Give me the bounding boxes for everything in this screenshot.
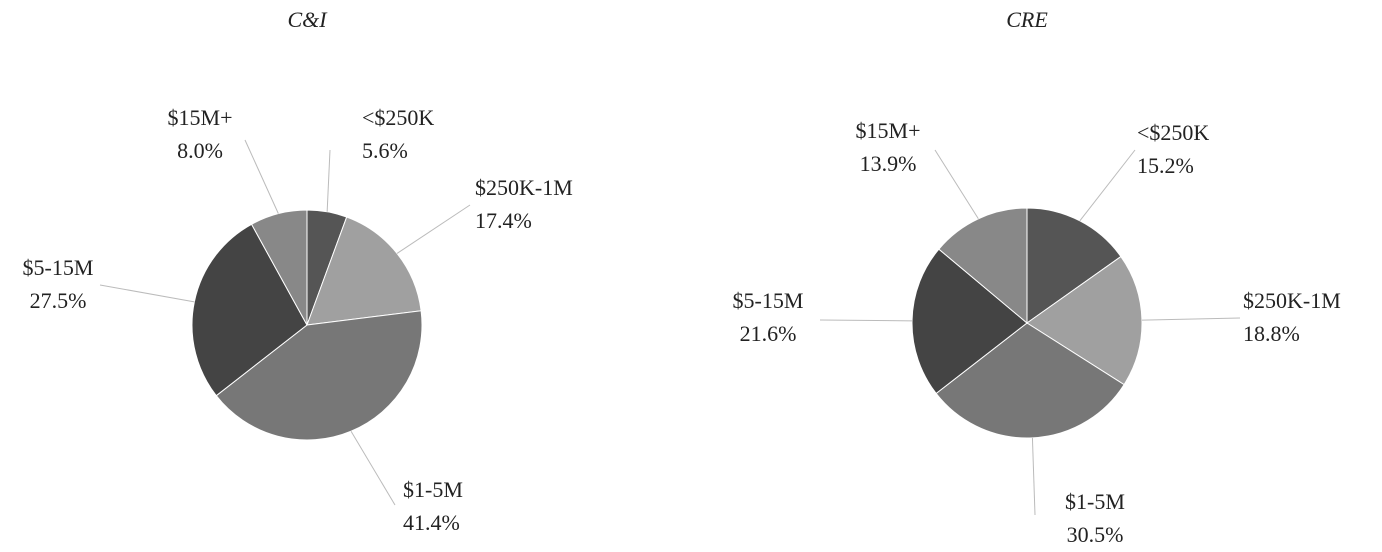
pie-slice	[935, 322, 1125, 439]
category-label: <$250K	[362, 105, 434, 130]
leader-line	[934, 149, 979, 220]
leader-line	[99, 284, 195, 303]
category-label: <$250K	[1137, 120, 1209, 145]
pie-slice	[215, 310, 423, 441]
category-label: $1-5M	[1065, 489, 1125, 514]
leader-line	[1031, 437, 1036, 516]
value-label: 30.5%	[1067, 522, 1124, 547]
leader-line	[1141, 317, 1241, 321]
pie-slice	[306, 216, 422, 326]
category-label: $1-5M	[403, 477, 463, 502]
pie-slice	[191, 223, 308, 397]
chart-title: C&I	[287, 7, 328, 32]
category-label: $250K-1M	[475, 175, 573, 200]
value-label: 8.0%	[177, 138, 223, 163]
value-label: 41.4%	[403, 510, 460, 535]
chart-title: CRE	[1006, 7, 1048, 32]
leader-line	[819, 319, 913, 322]
leader-line	[244, 139, 279, 214]
leader-line	[396, 204, 471, 254]
value-label: 5.6%	[362, 138, 408, 163]
leader-line	[326, 149, 331, 212]
category-label: $250K-1M	[1243, 288, 1341, 313]
category-label: $5-15M	[23, 255, 94, 280]
value-label: 21.6%	[740, 321, 797, 346]
pie-slice	[250, 209, 308, 326]
category-label: $15M+	[856, 118, 921, 143]
value-label: 13.9%	[860, 151, 917, 176]
leader-line	[350, 430, 396, 506]
value-label: 27.5%	[30, 288, 87, 313]
leader-line	[1079, 149, 1136, 222]
value-label: 17.4%	[475, 208, 532, 233]
category-label: $5-15M	[733, 288, 804, 313]
category-label: $15M+	[168, 105, 233, 130]
value-label: 15.2%	[1137, 153, 1194, 178]
value-label: 18.8%	[1243, 321, 1300, 346]
pie-slice	[1026, 207, 1122, 324]
